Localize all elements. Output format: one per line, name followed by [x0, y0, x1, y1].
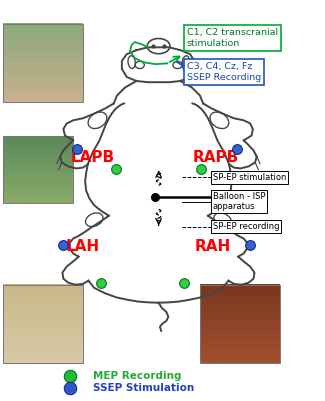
- Text: SP-EP stimulation: SP-EP stimulation: [213, 173, 286, 182]
- Text: RAPB: RAPB: [193, 150, 239, 165]
- Text: LAH: LAH: [66, 239, 100, 254]
- Text: RAH: RAH: [195, 239, 231, 254]
- Text: Balloon - ISP
apparatus: Balloon - ISP apparatus: [213, 192, 266, 211]
- Text: LAPB: LAPB: [71, 150, 115, 165]
- Text: C1, C2 transcranial
stimulation: C1, C2 transcranial stimulation: [187, 28, 278, 48]
- Text: MEP Recording: MEP Recording: [93, 371, 181, 381]
- Text: SP-EP recording: SP-EP recording: [213, 222, 280, 231]
- Text: SSEP Stimulation: SSEP Stimulation: [93, 383, 194, 393]
- Text: C3, C4, Cz, Fz
SSEP Recording: C3, C4, Cz, Fz SSEP Recording: [187, 63, 261, 82]
